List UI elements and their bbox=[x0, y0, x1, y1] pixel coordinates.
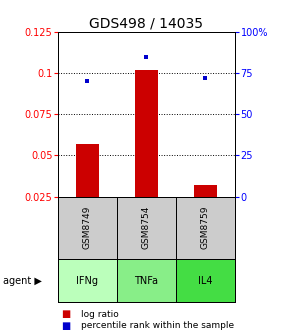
Text: log ratio: log ratio bbox=[81, 310, 119, 319]
Text: GSM8749: GSM8749 bbox=[83, 206, 92, 249]
Text: GSM8754: GSM8754 bbox=[142, 206, 151, 249]
Text: IFNg: IFNg bbox=[77, 276, 99, 286]
Bar bbox=[117, 259, 176, 302]
Point bbox=[144, 54, 149, 59]
Title: GDS498 / 14035: GDS498 / 14035 bbox=[89, 17, 204, 31]
Text: IL4: IL4 bbox=[198, 276, 213, 286]
Bar bbox=[58, 259, 117, 302]
Text: agent ▶: agent ▶ bbox=[3, 276, 42, 286]
Bar bbox=[176, 197, 235, 259]
Text: GSM8759: GSM8759 bbox=[201, 206, 210, 249]
Text: percentile rank within the sample: percentile rank within the sample bbox=[81, 322, 234, 330]
Bar bbox=[176, 259, 235, 302]
Point bbox=[203, 75, 208, 81]
Text: TNFa: TNFa bbox=[135, 276, 158, 286]
Point bbox=[85, 79, 90, 84]
Bar bbox=[194, 185, 217, 197]
Bar bbox=[117, 197, 176, 259]
Text: ■: ■ bbox=[61, 309, 70, 319]
Bar bbox=[135, 70, 158, 197]
Text: ■: ■ bbox=[61, 321, 70, 331]
Bar bbox=[76, 144, 99, 197]
Bar bbox=[58, 197, 117, 259]
